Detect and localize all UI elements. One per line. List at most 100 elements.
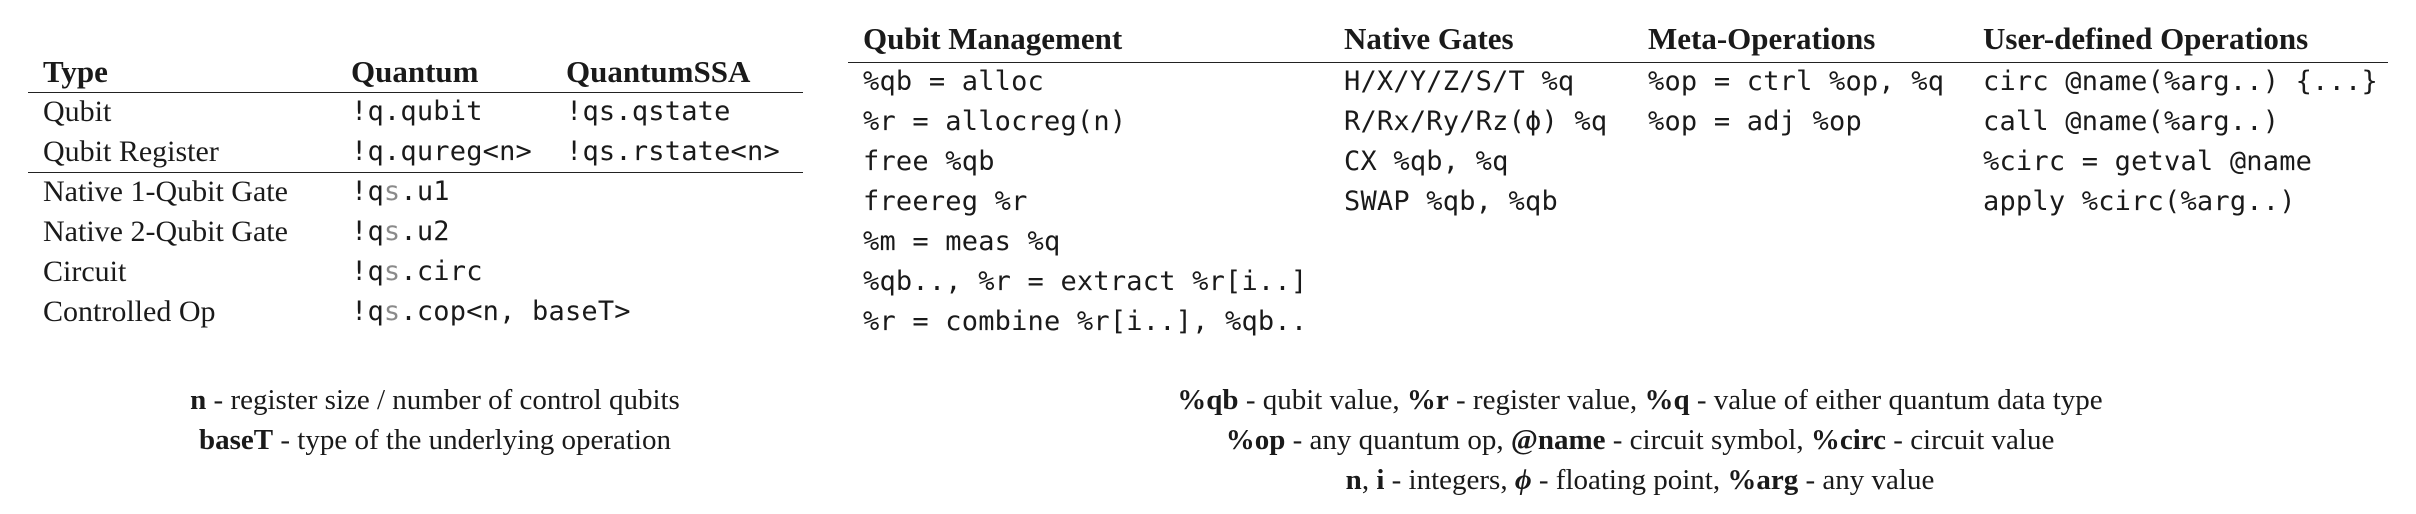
legend-text: - circuit symbol, bbox=[1605, 424, 1811, 456]
type-part: !q bbox=[351, 176, 384, 207]
ssa-suffix: s bbox=[383, 176, 401, 207]
column-qubit-management: Qubit Management %qb = alloc %r = allocre… bbox=[863, 16, 1307, 342]
legend-text: - register size / number of control qubi… bbox=[206, 384, 680, 416]
col-header-type: Type bbox=[43, 54, 108, 89]
legend-text: - value of either quantum data type bbox=[1689, 384, 2103, 416]
legend-text: , bbox=[1361, 464, 1377, 496]
type-name: Circuit bbox=[43, 255, 127, 288]
operation-item: circ @name(%arg..) {...} bbox=[1983, 66, 2378, 97]
operation-item: %qb = alloc bbox=[863, 66, 1045, 97]
column-header: User-defined Operations bbox=[1983, 21, 2309, 56]
legend-text: - any quantum op, bbox=[1285, 424, 1511, 456]
quantum-type: !q.qubit bbox=[351, 96, 483, 127]
ops-header-rule bbox=[848, 62, 2388, 63]
column-native-gates: Native Gates H/X/Y/Z/S/T %q R/Rx/Ry/Rz(ϕ)… bbox=[1344, 16, 1607, 222]
table-row: Controlled Op !qs.cop<n, baseT> bbox=[28, 292, 803, 332]
operation-item: %m = meas %q bbox=[863, 226, 1061, 257]
legend-term: ϕ bbox=[1514, 464, 1532, 496]
col-header-quantumssa: QuantumSSA bbox=[566, 54, 751, 89]
type-name: Qubit Register bbox=[43, 135, 219, 168]
column-header: Native Gates bbox=[1344, 21, 1514, 56]
type-legend: n - register size / number of control qu… bbox=[100, 380, 770, 460]
quantum-type: !q.qureg<n> bbox=[351, 136, 533, 167]
legend-text: - any value bbox=[1798, 464, 1935, 496]
legend-term: n bbox=[190, 384, 207, 416]
column-user-defined-operations: User-defined Operations circ @name(%arg.… bbox=[1983, 16, 2378, 222]
type-part: .u1 bbox=[400, 176, 450, 207]
table-row: Qubit !q.qubit !qs.qstate bbox=[28, 92, 803, 132]
table-row: Native 2-Qubit Gate !qs.u2 bbox=[28, 212, 803, 252]
ssa-suffix: s bbox=[383, 256, 401, 287]
column-header: Qubit Management bbox=[863, 21, 1123, 56]
column-header: Meta-Operations bbox=[1648, 21, 1876, 56]
legend-text: - integers, bbox=[1384, 464, 1515, 496]
operation-item: apply %circ(%arg..) bbox=[1983, 186, 2296, 217]
shared-type: !qs.cop<n, baseT> bbox=[351, 292, 631, 332]
legend-text: - qubit value, bbox=[1238, 384, 1407, 416]
legend-term: %q bbox=[1644, 384, 1690, 416]
legend-term: @name bbox=[1510, 424, 1606, 456]
operation-item: call @name(%arg..) bbox=[1983, 106, 2280, 137]
legend-term: %op bbox=[1225, 424, 1286, 456]
operation-item: %r = allocreg(n) bbox=[863, 106, 1127, 137]
op-list: circ @name(%arg..) {...} call @name(%arg.… bbox=[1983, 62, 2378, 222]
operation-item: H/X/Y/Z/S/T %q bbox=[1344, 66, 1575, 97]
shared-type: !qs.u2 bbox=[351, 212, 450, 252]
legend-term: %circ bbox=[1810, 424, 1887, 456]
legend-term: n bbox=[1345, 464, 1362, 496]
operation-item: free %qb bbox=[863, 146, 995, 177]
type-part: !q bbox=[351, 256, 384, 287]
section-rule bbox=[28, 172, 803, 173]
table-row: Native 1-Qubit Gate !qs.u1 bbox=[28, 172, 803, 212]
operation-item: %r = combine %r[i..], %qb.. bbox=[863, 306, 1308, 337]
shared-type: !qs.u1 bbox=[351, 172, 450, 212]
legend-line: %op - any quantum op, @name - circuit sy… bbox=[1010, 420, 2270, 460]
legend-line: %qb - qubit value, %r - register value, … bbox=[1010, 380, 2270, 420]
col-header-quantum: Quantum bbox=[351, 54, 479, 89]
type-name: Native 2-Qubit Gate bbox=[43, 215, 288, 248]
operation-item: R/Rx/Ry/Rz(ϕ) %q bbox=[1344, 106, 1608, 137]
type-table-header: Type Quantum QuantumSSA bbox=[28, 52, 803, 92]
type-part: .u2 bbox=[400, 216, 450, 247]
table-row: Qubit Register !q.qureg<n> !qs.rstate<n> bbox=[28, 132, 803, 172]
legend-text: - type of the underlying operation bbox=[273, 424, 671, 456]
quantumssa-type: !qs.qstate bbox=[566, 96, 731, 127]
operation-item: %qb.., %r = extract %r[i..] bbox=[863, 266, 1308, 297]
type-part: .circ bbox=[400, 256, 483, 287]
type-part: !q bbox=[351, 216, 384, 247]
legend-line: n - register size / number of control qu… bbox=[100, 380, 770, 420]
ssa-suffix: s bbox=[383, 296, 401, 327]
type-name: Qubit bbox=[43, 95, 112, 128]
op-list: %op = ctrl %op, %q %op = adj %op bbox=[1648, 62, 1944, 142]
type-part: !q bbox=[351, 296, 384, 327]
ssa-suffix: s bbox=[383, 216, 401, 247]
legend-term: %r bbox=[1406, 384, 1449, 416]
op-list: %qb = alloc %r = allocreg(n) free %qb freer… bbox=[863, 62, 1307, 342]
legend-text: - register value, bbox=[1448, 384, 1645, 416]
legend-line: baseT - type of the underlying operation bbox=[100, 420, 770, 460]
table-row: Circuit !qs.circ bbox=[28, 252, 803, 292]
operation-item: %op = ctrl %op, %q bbox=[1648, 66, 1945, 97]
column-meta-operations: Meta-Operations %op = ctrl %op, %q %op = … bbox=[1648, 16, 1944, 142]
legend-term: %qb bbox=[1177, 384, 1239, 416]
legend-term: baseT bbox=[199, 424, 274, 456]
legend-text: - floating point, bbox=[1531, 464, 1728, 496]
type-name: Native 1-Qubit Gate bbox=[43, 175, 288, 208]
operation-item: freereg %r bbox=[863, 186, 1028, 217]
type-name: Controlled Op bbox=[43, 295, 216, 328]
header-rule bbox=[28, 92, 803, 93]
op-list: H/X/Y/Z/S/T %q R/Rx/Ry/Rz(ϕ) %q CX %qb, %q… bbox=[1344, 62, 1607, 222]
shared-type: !qs.circ bbox=[351, 252, 483, 292]
operations-legend: %qb - qubit value, %r - register value, … bbox=[1010, 380, 2270, 500]
legend-term: i bbox=[1376, 464, 1385, 496]
operation-item: %op = adj %op bbox=[1648, 106, 1862, 137]
legend-term: %arg bbox=[1727, 464, 1799, 496]
legend-text: - circuit value bbox=[1886, 424, 2055, 456]
operation-item: CX %qb, %q bbox=[1344, 146, 1509, 177]
quantumssa-type: !qs.rstate<n> bbox=[566, 136, 780, 167]
legend-line: n, i - integers, ϕ - floating point, %ar… bbox=[1010, 460, 2270, 500]
type-part: .cop<n, baseT> bbox=[400, 296, 631, 327]
type-table: Type Quantum QuantumSSA Qubit !q.qubit !… bbox=[28, 52, 803, 332]
operation-item: %circ = getval @name bbox=[1983, 146, 2313, 177]
operation-item: SWAP %qb, %qb bbox=[1344, 186, 1558, 217]
